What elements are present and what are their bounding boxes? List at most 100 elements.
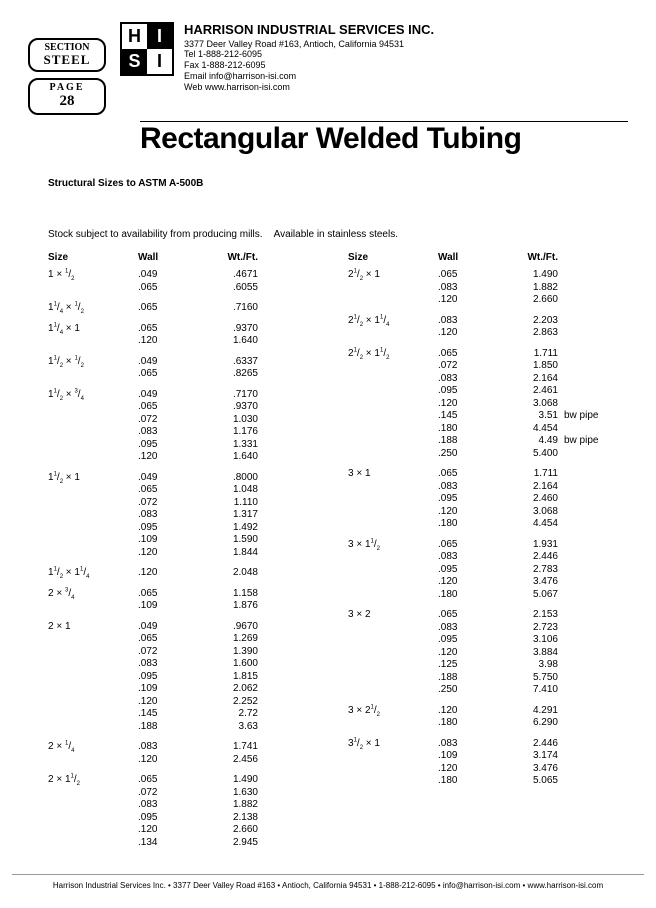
- weight-cell: 1.492: [198, 522, 258, 535]
- size-cell: 1 × 1/2: [48, 269, 138, 282]
- wall-cell: .065: [138, 401, 198, 414]
- wall-cell: .083: [138, 741, 198, 754]
- wall-cell: .049: [138, 472, 198, 485]
- note-cell: [558, 672, 618, 685]
- size-group: 21/2 × 11/4.0832.203.1202.863: [348, 315, 628, 340]
- weight-cell: 2.660: [498, 294, 558, 307]
- table-row: 3 × 11/2.0651.931: [348, 539, 628, 552]
- wall-cell: .083: [438, 551, 498, 564]
- weight-cell: 4.291: [498, 705, 558, 718]
- table-row: .1452.72: [48, 708, 328, 721]
- table-row: .0832.164: [348, 373, 628, 386]
- table-row: .1202.252: [48, 696, 328, 709]
- size-cell: [348, 398, 438, 411]
- weight-cell: 1.640: [198, 335, 258, 348]
- wall-cell: .180: [438, 589, 498, 602]
- table-row: .1091.876: [48, 600, 328, 613]
- weight-cell: 3.106: [498, 634, 558, 647]
- size-cell: [48, 708, 138, 721]
- wall-cell: .065: [438, 468, 498, 481]
- size-group: 11/2 × 1/2.049.6337.065.8265: [48, 356, 328, 381]
- wall-cell: .065: [438, 609, 498, 622]
- note-cell: [558, 539, 618, 552]
- note-cell: [558, 398, 618, 411]
- header-wall: Wall: [138, 252, 198, 263]
- table-row: .065.9370: [48, 401, 328, 414]
- wall-cell: .083: [438, 315, 498, 328]
- table-row: 11/4 × 1/2.065.7160: [48, 302, 328, 315]
- logo-block: HISI HARRISON INDUSTRIAL SERVICES INC. 3…: [120, 22, 434, 93]
- table-row: .0951.492: [48, 522, 328, 535]
- size-cell: [48, 787, 138, 800]
- weight-cell: 1.110: [198, 497, 258, 510]
- wall-cell: .072: [438, 360, 498, 373]
- wall-cell: .180: [438, 775, 498, 788]
- note-cell: bw pipe: [558, 410, 618, 423]
- size-cell: [48, 484, 138, 497]
- table-row: .0721.030: [48, 414, 328, 427]
- weight-cell: 2.72: [198, 708, 258, 721]
- size-group: 3 × 11/2.0651.931.0832.446.0952.783.1203…: [348, 539, 628, 602]
- size-cell: [348, 576, 438, 589]
- table-row: 21/2 × 11/2.0651.711: [348, 348, 628, 361]
- weight-cell: 2.945: [198, 837, 258, 850]
- company-email: Email info@harrison-isi.com: [184, 71, 434, 82]
- size-cell: [348, 410, 438, 423]
- table-row: .1453.51bw pipe: [348, 410, 628, 423]
- size-group: 2 × 1/4.0831.741.1202.456: [48, 741, 328, 766]
- subtitle: Structural Sizes to ASTM A-500B: [48, 178, 628, 189]
- size-cell: 3 × 1: [348, 468, 438, 481]
- weight-cell: 1.850: [498, 360, 558, 373]
- header-wt: Wt./Ft.: [498, 252, 558, 263]
- note-cell: [558, 385, 618, 398]
- size-cell: [348, 373, 438, 386]
- size-cell: 31/2 × 1: [348, 738, 438, 751]
- size-cell: [348, 659, 438, 672]
- table-row: .1203.476: [348, 763, 628, 776]
- weight-cell: 1.048: [198, 484, 258, 497]
- size-cell: [348, 672, 438, 685]
- table-row: 21/2 × 11/4.0832.203: [348, 315, 628, 328]
- size-cell: 2 × 11/2: [48, 774, 138, 787]
- wall-cell: .083: [438, 481, 498, 494]
- table-row: .0651.269: [48, 633, 328, 646]
- header-wt: Wt./Ft.: [198, 252, 258, 263]
- company-name: HARRISON INDUSTRIAL SERVICES INC.: [184, 22, 434, 38]
- wall-cell: .065: [438, 269, 498, 282]
- wall-cell: .065: [138, 323, 198, 336]
- size-cell: [48, 721, 138, 734]
- weight-cell: 2.164: [498, 373, 558, 386]
- wall-cell: .065: [438, 348, 498, 361]
- weight-cell: 1.741: [198, 741, 258, 754]
- wall-cell: .134: [138, 837, 198, 850]
- wall-cell: .095: [138, 812, 198, 825]
- size-cell: [348, 327, 438, 340]
- size-cell: 2 × 1/4: [48, 741, 138, 754]
- wall-cell: .065: [138, 302, 198, 315]
- size-group: 11/2 × 11/4.1202.048: [48, 567, 328, 580]
- table-row: .0952.461: [348, 385, 628, 398]
- size-group: 2 × 11/2.0651.490.0721.630.0831.882.0952…: [48, 774, 328, 849]
- wall-cell: .083: [438, 373, 498, 386]
- size-cell: [48, 633, 138, 646]
- left-tags: SECTION STEEL PAGE 28: [28, 38, 106, 115]
- weight-cell: 1.815: [198, 671, 258, 684]
- note-cell: [558, 360, 618, 373]
- wall-cell: .072: [138, 646, 198, 659]
- table-row: .0831.176: [48, 426, 328, 439]
- weight-cell: 1.640: [198, 451, 258, 464]
- weight-cell: .9670: [198, 621, 258, 634]
- weight-cell: 1.600: [198, 658, 258, 671]
- wall-cell: .180: [438, 717, 498, 730]
- table-row: .1883.63: [48, 721, 328, 734]
- wall-cell: .083: [438, 738, 498, 751]
- wall-cell: .065: [138, 484, 198, 497]
- company-web: Web www.harrison-isi.com: [184, 82, 434, 93]
- size-cell: [48, 414, 138, 427]
- wall-cell: .120: [138, 547, 198, 560]
- table-row: .1805.067: [348, 589, 628, 602]
- table-row: .0952.460: [348, 493, 628, 506]
- note-cell: [558, 634, 618, 647]
- data-tables: Size Wall Wt./Ft. 1 × 1/2.049.4671.065.6…: [48, 252, 628, 857]
- size-cell: [48, 683, 138, 696]
